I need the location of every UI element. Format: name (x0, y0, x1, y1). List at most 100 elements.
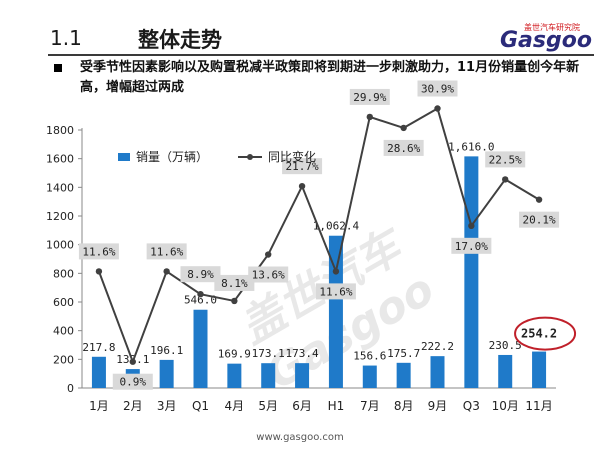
bar-value-label: 175.7 (387, 347, 420, 360)
yoy-label-box (78, 243, 119, 260)
yoy-label: 22.5% (489, 153, 522, 166)
y-tick-label: 1000 (46, 239, 74, 252)
x-tick-label: 3月 (157, 399, 177, 413)
section-number: 1.1 (50, 26, 82, 50)
y-tick-label: 200 (53, 353, 74, 366)
bar-value-label: 156.6 (353, 350, 386, 363)
bar-value-label: 230.5 (489, 339, 522, 352)
logo-main-text: Gasgoo (500, 28, 592, 53)
yoy-point (129, 358, 136, 365)
x-tick-label: 9月 (428, 399, 448, 413)
yoy-point (366, 113, 373, 121)
logo-small-text: 盖世汽车研究院 (524, 23, 580, 32)
bullet-square-icon (54, 64, 62, 72)
bar (328, 235, 343, 388)
legend-bar-label: 销量（万辆） (136, 150, 208, 164)
slide-subtitle: 受季节性因素影响以及购置税减半政策即将到期进一步刺激助力，11月份销量创今年新高… (80, 60, 580, 95)
footer-url: www.gasgoo.com (256, 432, 344, 443)
yoy-label-box (282, 158, 323, 175)
yoy-label-box (519, 211, 560, 228)
yoy-label-box (383, 139, 424, 156)
x-tick-label: 1月 (89, 399, 109, 413)
x-tick-label: 6月 (292, 399, 312, 413)
yoy-point (163, 268, 170, 275)
yoy-line (97, 107, 540, 365)
yoy-label: 11.6% (150, 245, 183, 258)
yoy-point (298, 182, 306, 190)
x-tick-label: 11月 (525, 399, 552, 413)
yoy-label-box (146, 243, 187, 260)
slide-header: 1.1 整体走势 盖世汽车研究院 Gasgoo (0, 0, 600, 56)
bar (362, 365, 377, 388)
yoy-label: 11.6% (319, 285, 352, 298)
bar-value-label: 1,062.4 (313, 220, 360, 233)
bar (498, 354, 513, 388)
legend-line-label: 同比变化 (268, 149, 316, 164)
yoy-point (265, 251, 272, 258)
bar (396, 362, 411, 388)
yoy-point (231, 297, 238, 305)
x-tick-label: H1 (328, 399, 345, 413)
x-tick-label: Q3 (463, 399, 480, 413)
bar-value-label: 217.8 (82, 341, 115, 354)
yoy-label: 11.6% (82, 245, 115, 258)
bar-value-label: 169.9 (218, 348, 251, 361)
yoy-point (535, 196, 543, 203)
yoy-label-box (112, 373, 153, 390)
legend-bar-swatch (118, 153, 130, 161)
yoy-label: 21.7% (286, 160, 319, 173)
bar-value-label: 222.2 (421, 340, 454, 353)
bar (464, 156, 479, 388)
y-tick-label: 0 (67, 382, 74, 395)
yoy-point (95, 268, 103, 275)
yoy-label-box (315, 283, 356, 300)
x-tick-label: Q1 (192, 399, 209, 413)
highlight-circle (514, 316, 577, 351)
yoy-label: 0.9% (120, 376, 147, 389)
yoy-point (502, 176, 509, 183)
x-tick-label: 7月 (360, 399, 380, 413)
header-rule (48, 54, 594, 56)
yoy-label-box (214, 274, 255, 291)
bar-value-label-highlight: 254.2 (521, 327, 557, 341)
y-tick-label: 600 (53, 296, 74, 309)
legend-line-marker (247, 154, 253, 160)
bar-value-label: 1,616.0 (448, 140, 494, 153)
gasgoo-logo: 盖世汽车研究院 Gasgoo (494, 22, 594, 53)
yoy-label-box (180, 266, 221, 283)
yoy-label: 8.9% (187, 268, 214, 281)
yoy-label-box (451, 237, 492, 254)
yoy-label-box (248, 266, 289, 283)
yoy-point (400, 124, 407, 132)
bar (430, 356, 445, 388)
yoy-label: 17.0% (455, 240, 488, 253)
bar (159, 359, 174, 388)
yoy-point (434, 105, 441, 112)
yoy-label: 13.6% (252, 269, 285, 282)
x-tick-label: 5月 (258, 399, 278, 413)
x-tick-label: 10月 (492, 399, 519, 413)
y-tick-label: 1600 (46, 153, 74, 166)
bar-value-label: 173.4 (286, 347, 319, 360)
yoy-label-box (349, 88, 390, 105)
section-title: 整体走势 (138, 28, 222, 52)
yoy-label-box (485, 151, 526, 168)
yoy-label: 29.9% (353, 91, 386, 104)
y-tick-label: 400 (53, 325, 74, 338)
bar-value-label: 173.1 (252, 347, 285, 360)
bar (261, 363, 276, 388)
yoy-label: 8.1% (221, 277, 248, 290)
bar (227, 363, 242, 388)
y-tick-label: 1200 (46, 210, 74, 223)
yoy-label: 28.6% (387, 142, 420, 155)
bar (295, 363, 310, 388)
yoy-label: 30.9% (421, 83, 454, 96)
y-tick-label: 1800 (46, 124, 74, 137)
yoy-point (332, 268, 340, 275)
x-tick-label: 8月 (394, 399, 414, 413)
yoy-point (197, 290, 204, 298)
bar-value-label: 546.0 (184, 294, 217, 307)
y-tick-label: 800 (53, 267, 74, 280)
x-tick-label: 4月 (225, 399, 245, 413)
